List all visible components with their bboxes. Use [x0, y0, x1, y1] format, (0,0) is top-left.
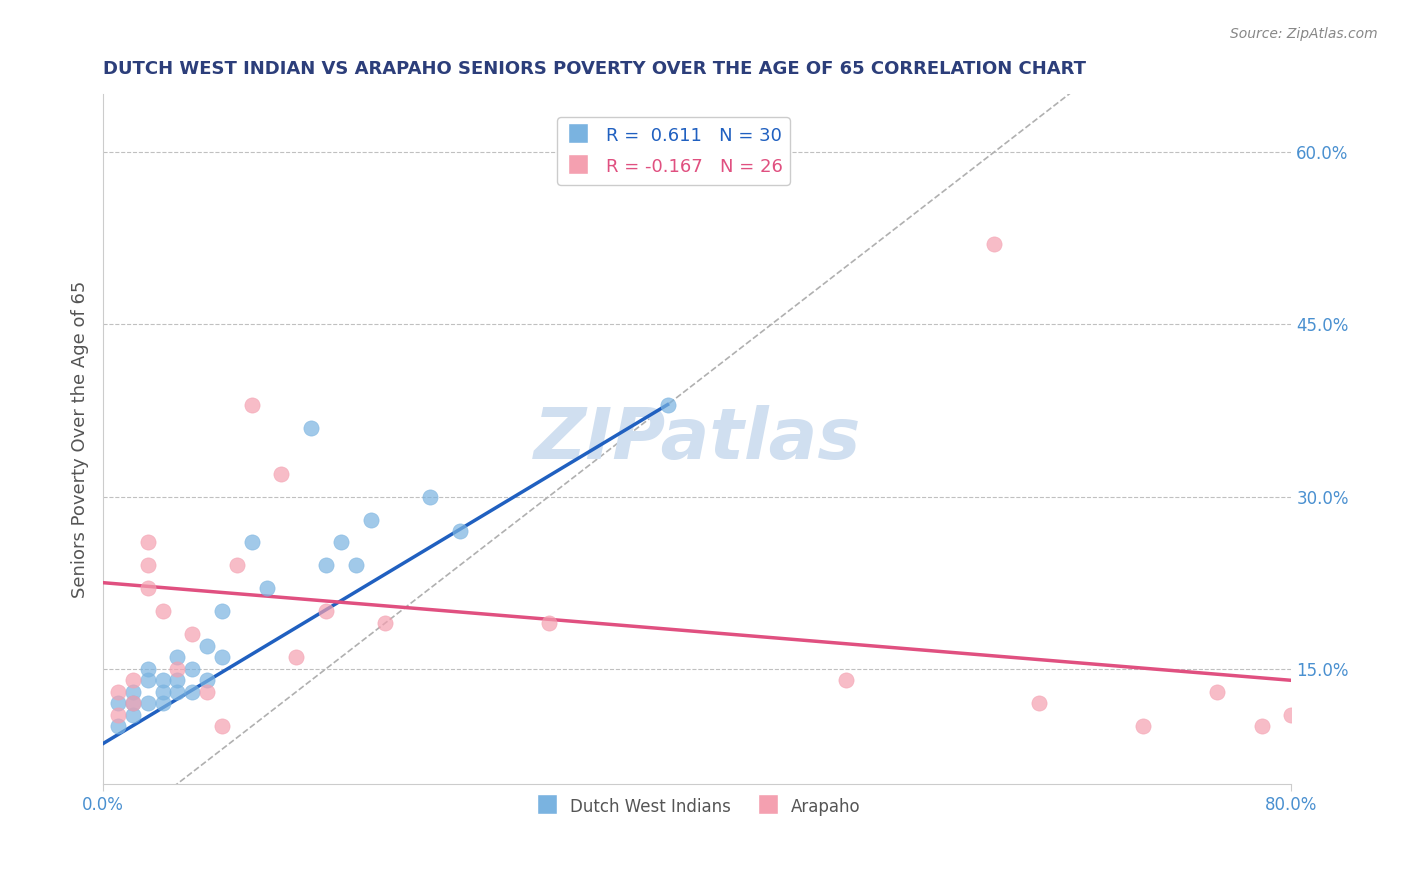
- Point: [136, 558, 159, 573]
- Point: [121, 696, 143, 710]
- Point: [657, 398, 679, 412]
- Point: [315, 604, 337, 618]
- Point: [136, 696, 159, 710]
- Point: [121, 707, 143, 722]
- Point: [195, 673, 218, 688]
- Point: [181, 662, 204, 676]
- Point: [983, 236, 1005, 251]
- Point: [136, 582, 159, 596]
- Point: [195, 639, 218, 653]
- Point: [299, 420, 322, 434]
- Point: [240, 535, 263, 549]
- Point: [121, 685, 143, 699]
- Y-axis label: Seniors Poverty Over the Age of 65: Seniors Poverty Over the Age of 65: [72, 280, 89, 598]
- Point: [449, 524, 471, 538]
- Point: [136, 535, 159, 549]
- Point: [1028, 696, 1050, 710]
- Point: [195, 685, 218, 699]
- Point: [835, 673, 858, 688]
- Point: [537, 615, 560, 630]
- Point: [152, 696, 174, 710]
- Text: DUTCH WEST INDIAN VS ARAPAHO SENIORS POVERTY OVER THE AGE OF 65 CORRELATION CHAR: DUTCH WEST INDIAN VS ARAPAHO SENIORS POV…: [103, 60, 1085, 78]
- Point: [285, 650, 308, 665]
- Point: [166, 662, 188, 676]
- Point: [121, 696, 143, 710]
- Point: [240, 398, 263, 412]
- Point: [211, 604, 233, 618]
- Point: [166, 673, 188, 688]
- Point: [152, 604, 174, 618]
- Point: [1250, 719, 1272, 733]
- Point: [136, 662, 159, 676]
- Point: [211, 650, 233, 665]
- Point: [1281, 707, 1303, 722]
- Point: [107, 685, 129, 699]
- Point: [121, 673, 143, 688]
- Point: [1132, 719, 1154, 733]
- Point: [329, 535, 352, 549]
- Text: ZIPatlas: ZIPatlas: [534, 405, 860, 474]
- Point: [419, 490, 441, 504]
- Point: [152, 673, 174, 688]
- Point: [360, 512, 382, 526]
- Point: [181, 627, 204, 641]
- Point: [1206, 685, 1229, 699]
- Point: [107, 696, 129, 710]
- Point: [152, 685, 174, 699]
- Point: [256, 582, 278, 596]
- Point: [166, 650, 188, 665]
- Text: Source: ZipAtlas.com: Source: ZipAtlas.com: [1230, 27, 1378, 41]
- Point: [136, 673, 159, 688]
- Point: [225, 558, 247, 573]
- Point: [374, 615, 396, 630]
- Point: [166, 685, 188, 699]
- Point: [211, 719, 233, 733]
- Legend: Dutch West Indians, Arapaho: Dutch West Indians, Arapaho: [527, 790, 866, 823]
- Point: [107, 707, 129, 722]
- Point: [270, 467, 292, 481]
- Point: [315, 558, 337, 573]
- Point: [107, 719, 129, 733]
- Point: [181, 685, 204, 699]
- Point: [344, 558, 367, 573]
